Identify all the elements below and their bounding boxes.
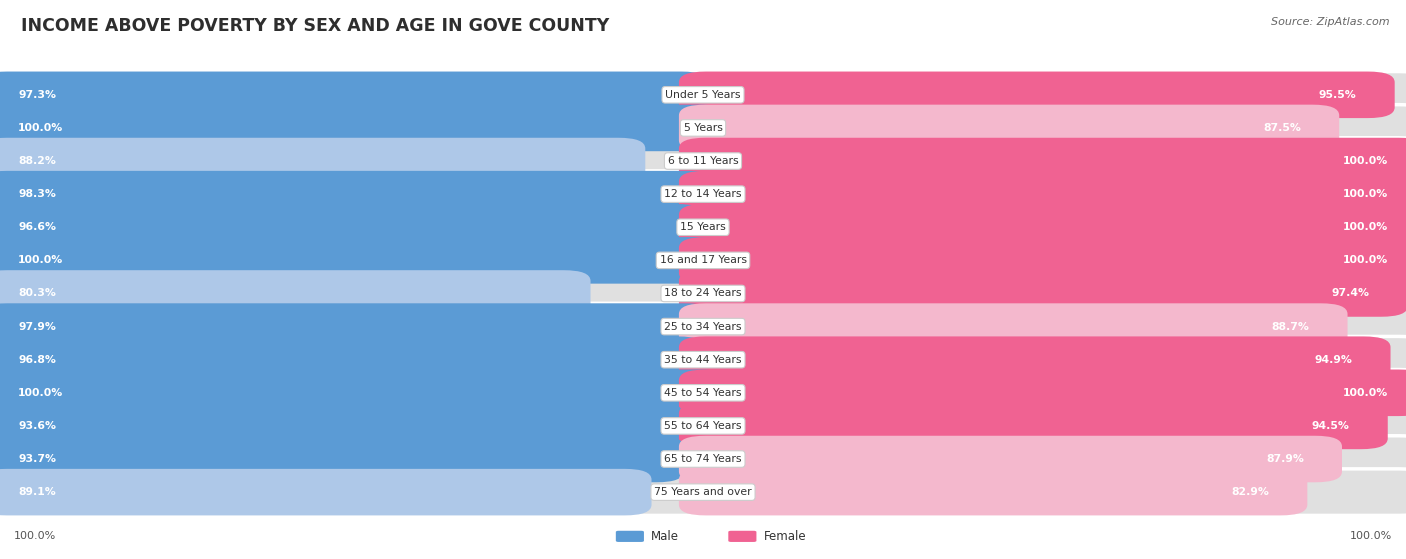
FancyBboxPatch shape: [679, 337, 1391, 383]
Text: 100.0%: 100.0%: [1343, 156, 1388, 166]
Text: 100.0%: 100.0%: [1343, 189, 1388, 199]
FancyBboxPatch shape: [0, 402, 1406, 449]
FancyBboxPatch shape: [0, 72, 709, 118]
FancyBboxPatch shape: [0, 138, 1406, 184]
Text: 93.6%: 93.6%: [18, 421, 56, 431]
Text: 100.0%: 100.0%: [18, 123, 63, 133]
FancyBboxPatch shape: [679, 138, 1406, 184]
FancyBboxPatch shape: [0, 237, 727, 283]
Text: 80.3%: 80.3%: [18, 288, 56, 299]
FancyBboxPatch shape: [0, 402, 683, 449]
FancyBboxPatch shape: [0, 337, 704, 383]
Text: 89.1%: 89.1%: [18, 487, 56, 497]
FancyBboxPatch shape: [679, 304, 1347, 350]
Text: 88.7%: 88.7%: [1271, 321, 1309, 331]
Text: Under 5 Years: Under 5 Years: [665, 90, 741, 100]
FancyBboxPatch shape: [0, 436, 683, 482]
FancyBboxPatch shape: [0, 270, 591, 317]
Text: 100.0%: 100.0%: [1343, 255, 1388, 266]
FancyBboxPatch shape: [679, 469, 1308, 515]
FancyBboxPatch shape: [0, 270, 1406, 317]
Text: 94.5%: 94.5%: [1312, 421, 1350, 431]
Text: 25 to 34 Years: 25 to 34 Years: [664, 321, 742, 331]
Text: 45 to 54 Years: 45 to 54 Years: [664, 388, 742, 398]
Text: Source: ZipAtlas.com: Source: ZipAtlas.com: [1271, 17, 1389, 27]
FancyBboxPatch shape: [679, 171, 1406, 217]
FancyBboxPatch shape: [0, 304, 713, 350]
Text: 100.0%: 100.0%: [18, 388, 63, 398]
FancyBboxPatch shape: [679, 270, 1406, 317]
Text: 87.5%: 87.5%: [1263, 123, 1301, 133]
Text: 93.7%: 93.7%: [18, 454, 56, 464]
FancyBboxPatch shape: [0, 171, 1406, 217]
FancyBboxPatch shape: [0, 369, 727, 416]
Text: 15 Years: 15 Years: [681, 222, 725, 232]
FancyBboxPatch shape: [0, 237, 1406, 283]
Text: 95.5%: 95.5%: [1319, 90, 1357, 100]
Text: 97.4%: 97.4%: [1331, 288, 1369, 299]
FancyBboxPatch shape: [0, 337, 1406, 383]
Text: 5 Years: 5 Years: [683, 123, 723, 133]
Text: 16 and 17 Years: 16 and 17 Years: [659, 255, 747, 266]
Text: 97.3%: 97.3%: [18, 90, 56, 100]
FancyBboxPatch shape: [616, 531, 644, 542]
FancyBboxPatch shape: [0, 204, 703, 250]
Text: 35 to 44 Years: 35 to 44 Years: [664, 355, 742, 364]
Text: 96.6%: 96.6%: [18, 222, 56, 232]
Text: 55 to 64 Years: 55 to 64 Years: [664, 421, 742, 431]
FancyBboxPatch shape: [0, 72, 1406, 118]
FancyBboxPatch shape: [0, 304, 1406, 350]
FancyBboxPatch shape: [679, 369, 1406, 416]
FancyBboxPatch shape: [0, 105, 727, 151]
FancyBboxPatch shape: [0, 469, 1406, 515]
Text: 100.0%: 100.0%: [1343, 388, 1388, 398]
FancyBboxPatch shape: [0, 171, 716, 217]
Text: 18 to 24 Years: 18 to 24 Years: [664, 288, 742, 299]
FancyBboxPatch shape: [679, 72, 1395, 118]
FancyBboxPatch shape: [679, 204, 1406, 250]
Text: 87.9%: 87.9%: [1265, 454, 1303, 464]
FancyBboxPatch shape: [679, 402, 1388, 449]
Text: Male: Male: [651, 530, 679, 543]
Text: 75 Years and over: 75 Years and over: [654, 487, 752, 497]
FancyBboxPatch shape: [0, 138, 645, 184]
FancyBboxPatch shape: [0, 105, 1406, 151]
Text: 65 to 74 Years: 65 to 74 Years: [664, 454, 742, 464]
Text: 6 to 11 Years: 6 to 11 Years: [668, 156, 738, 166]
Text: 88.2%: 88.2%: [18, 156, 56, 166]
Text: Female: Female: [763, 530, 806, 543]
Text: 98.3%: 98.3%: [18, 189, 56, 199]
Text: 100.0%: 100.0%: [14, 532, 56, 541]
Text: 12 to 14 Years: 12 to 14 Years: [664, 189, 742, 199]
Text: 100.0%: 100.0%: [18, 255, 63, 266]
FancyBboxPatch shape: [0, 436, 1406, 482]
Text: 82.9%: 82.9%: [1232, 487, 1270, 497]
FancyBboxPatch shape: [728, 531, 756, 542]
Text: 96.8%: 96.8%: [18, 355, 56, 364]
Text: 100.0%: 100.0%: [1350, 532, 1392, 541]
Text: 100.0%: 100.0%: [1343, 222, 1388, 232]
FancyBboxPatch shape: [679, 105, 1340, 151]
Text: INCOME ABOVE POVERTY BY SEX AND AGE IN GOVE COUNTY: INCOME ABOVE POVERTY BY SEX AND AGE IN G…: [21, 17, 609, 35]
Text: 94.9%: 94.9%: [1315, 355, 1353, 364]
FancyBboxPatch shape: [0, 204, 1406, 250]
FancyBboxPatch shape: [0, 369, 1406, 416]
FancyBboxPatch shape: [679, 436, 1341, 482]
FancyBboxPatch shape: [0, 469, 651, 515]
FancyBboxPatch shape: [679, 237, 1406, 283]
Text: 97.9%: 97.9%: [18, 321, 56, 331]
